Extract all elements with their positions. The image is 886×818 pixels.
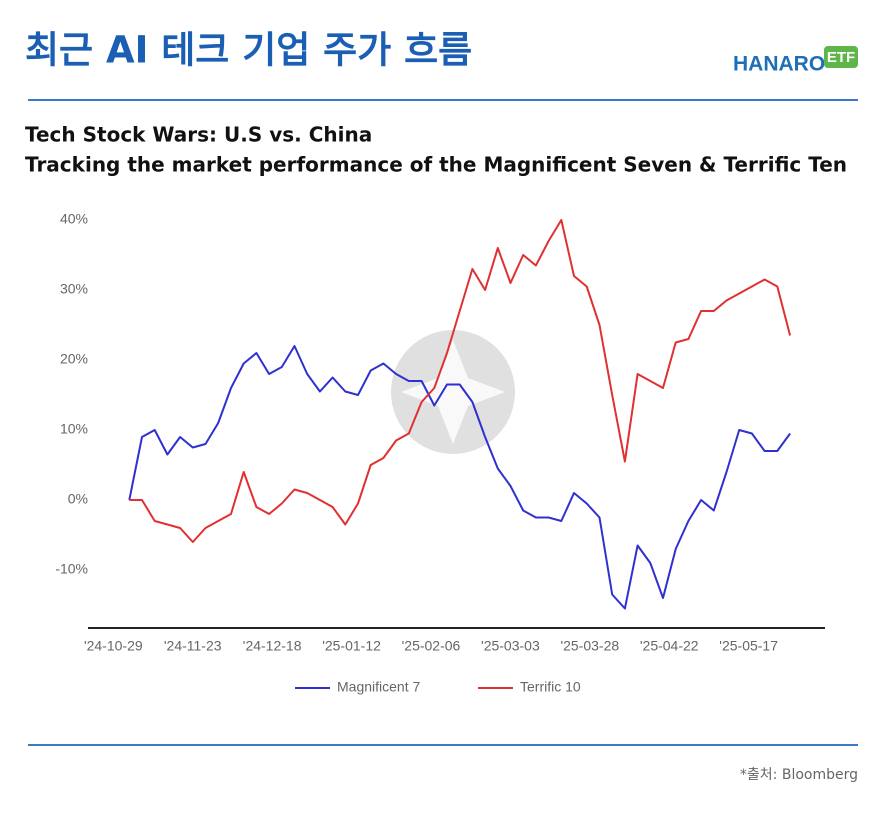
logo-badge: ETF	[827, 49, 855, 66]
y-tick-label: 30%	[60, 281, 88, 297]
x-tick-label: '25-03-03	[481, 638, 540, 654]
page-title: 최근 AI 테크 기업 주가 흐름	[25, 29, 472, 72]
y-tick-label: -10%	[55, 561, 88, 577]
source: *출처: Bloomberg	[740, 767, 858, 783]
chart-subtitle: Tracking the market performance of the M…	[25, 153, 847, 177]
chart-title: Tech Stock Wars: U.S vs. China	[25, 123, 372, 147]
series-line	[129, 219, 792, 543]
x-tick-label: '25-01-12	[322, 638, 381, 654]
x-tick-label: '24-11-23	[164, 638, 222, 654]
x-tick-label: '25-04-22	[640, 638, 699, 654]
x-tick-label: '24-10-29	[84, 638, 143, 654]
logo-badge-box	[824, 46, 858, 68]
x-tick-label: '24-12-18	[243, 638, 302, 654]
watermark-star	[401, 340, 505, 444]
series-line	[128, 345, 791, 610]
legend-label: Magnificent 7	[337, 679, 420, 695]
y-tick-label: 20%	[60, 351, 88, 367]
logo: HANARO	[733, 53, 825, 76]
x-tick-label: '25-05-17	[719, 638, 778, 654]
x-tick-label: '25-03-28	[560, 638, 619, 654]
legend-label: Terrific 10	[520, 679, 581, 695]
x-tick-label: '25-02-06	[402, 638, 461, 654]
y-tick-label: 10%	[60, 421, 88, 437]
y-tick-label: 40%	[60, 211, 88, 227]
y-tick-label: 0%	[68, 491, 88, 507]
